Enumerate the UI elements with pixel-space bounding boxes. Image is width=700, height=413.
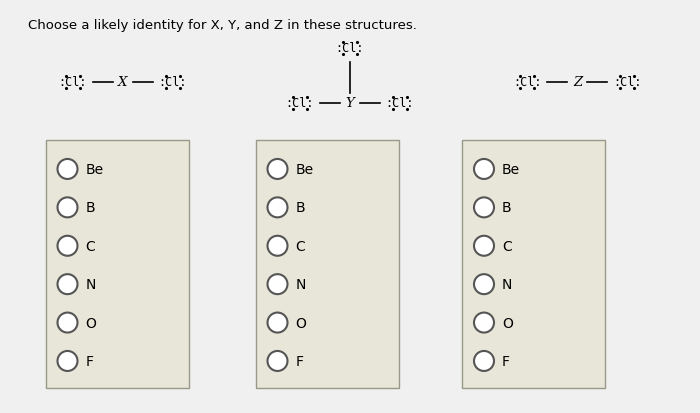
Circle shape: [57, 236, 78, 256]
Text: F: F: [85, 354, 94, 368]
Text: F: F: [295, 354, 304, 368]
Text: :Cl:: :Cl:: [386, 97, 414, 110]
Text: O: O: [295, 316, 307, 330]
Text: :Cl:: :Cl:: [58, 76, 87, 89]
Circle shape: [474, 236, 494, 256]
Text: :Cl:: :Cl:: [158, 76, 187, 89]
Text: O: O: [85, 316, 97, 330]
Text: N: N: [502, 278, 512, 292]
Text: :Cl:: :Cl:: [613, 76, 642, 89]
Text: X: X: [118, 76, 127, 89]
Text: B: B: [85, 201, 95, 215]
Text: N: N: [295, 278, 306, 292]
Circle shape: [267, 313, 288, 333]
Circle shape: [474, 159, 494, 180]
Circle shape: [474, 313, 494, 333]
Text: B: B: [295, 201, 305, 215]
Text: Be: Be: [85, 163, 104, 176]
Text: Y: Y: [346, 97, 354, 110]
Circle shape: [57, 198, 78, 218]
Circle shape: [267, 198, 288, 218]
Circle shape: [474, 198, 494, 218]
FancyBboxPatch shape: [462, 140, 606, 388]
Text: Choose a likely identity for X, Y, and Z in these structures.: Choose a likely identity for X, Y, and Z…: [28, 19, 417, 32]
Circle shape: [57, 275, 78, 294]
Text: C: C: [295, 239, 305, 253]
Text: Be: Be: [295, 163, 314, 176]
Circle shape: [267, 236, 288, 256]
Text: Z: Z: [573, 76, 582, 89]
Circle shape: [474, 275, 494, 294]
Text: C: C: [85, 239, 95, 253]
FancyBboxPatch shape: [46, 140, 189, 388]
Text: F: F: [502, 354, 510, 368]
FancyBboxPatch shape: [256, 140, 399, 388]
Text: Be: Be: [502, 163, 520, 176]
Circle shape: [267, 275, 288, 294]
Circle shape: [57, 351, 78, 371]
Text: C: C: [502, 239, 512, 253]
Circle shape: [474, 351, 494, 371]
Text: :Cl:: :Cl:: [286, 97, 314, 110]
Circle shape: [267, 351, 288, 371]
Circle shape: [57, 313, 78, 333]
Text: :Cl:: :Cl:: [513, 76, 542, 89]
Circle shape: [267, 159, 288, 180]
Circle shape: [57, 159, 78, 180]
Text: B: B: [502, 201, 512, 215]
Text: O: O: [502, 316, 513, 330]
Text: N: N: [85, 278, 96, 292]
Text: :Cl:: :Cl:: [336, 42, 364, 55]
